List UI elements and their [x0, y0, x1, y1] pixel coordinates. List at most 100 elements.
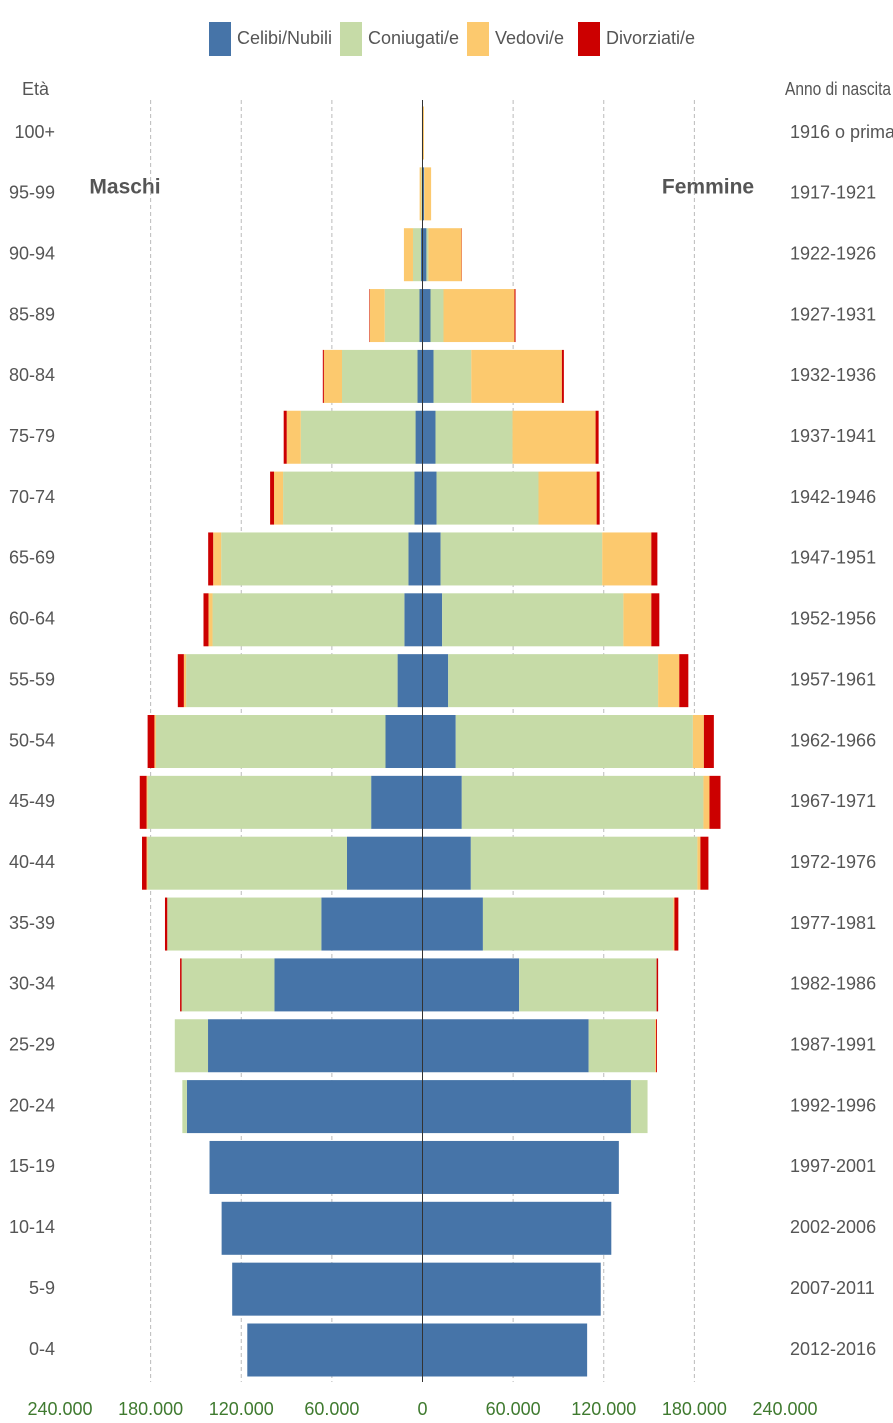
- bar-male: [283, 471, 415, 525]
- bar-female: [422, 532, 441, 586]
- bar-female: [655, 1019, 657, 1073]
- bar-male: [147, 775, 372, 829]
- bar-female: [512, 410, 596, 464]
- bar-male: [212, 593, 405, 647]
- bar-male: [203, 593, 209, 647]
- y-tick-label: 100+: [14, 122, 55, 142]
- bar-female: [426, 228, 429, 282]
- bar-female: [442, 593, 624, 647]
- y2-tick-label: 2002-2006: [790, 1217, 876, 1237]
- bar-female: [422, 1262, 601, 1316]
- bar-male: [403, 228, 413, 282]
- bar-male: [384, 289, 420, 343]
- y-tick-label: 90-94: [9, 243, 55, 263]
- legend-swatch: [467, 22, 489, 56]
- bar-female: [422, 1201, 612, 1255]
- legend-label: Divorziati/e: [606, 28, 695, 48]
- y-tick-label: 75-79: [9, 426, 55, 446]
- y2-tick-label: 1967-1971: [790, 791, 876, 811]
- y2-tick-label: 1977-1981: [790, 913, 876, 933]
- y-tick-label: 80-84: [9, 365, 55, 385]
- bar-male: [186, 1080, 423, 1134]
- bar-male: [283, 410, 287, 464]
- bar-female: [471, 349, 562, 403]
- bar-female: [461, 775, 704, 829]
- bar-female: [709, 775, 721, 829]
- legend-swatch: [209, 22, 231, 56]
- x-tick-label: 180.000: [118, 1399, 183, 1419]
- bar-female: [422, 958, 520, 1012]
- x-tick-label: 120.000: [209, 1399, 274, 1419]
- bar-male: [408, 532, 423, 586]
- y-tick-label: 0-4: [29, 1339, 55, 1359]
- bar-male: [419, 167, 422, 221]
- bar-female: [422, 715, 456, 768]
- y-tick-label: 40-44: [9, 852, 55, 872]
- y2-tick-label: 1982-1986: [790, 974, 876, 994]
- bar-male: [167, 897, 322, 951]
- bar-male: [404, 593, 423, 647]
- bar-male: [146, 775, 148, 829]
- bar-female: [422, 1019, 589, 1073]
- bar-female: [424, 167, 432, 221]
- legend-label: Coniugati/e: [368, 28, 459, 48]
- bar-female: [596, 471, 600, 525]
- bar-female: [470, 836, 698, 890]
- bar-male: [286, 410, 301, 464]
- bar-female: [514, 289, 516, 343]
- bar-male: [419, 289, 423, 343]
- bar-male: [213, 532, 222, 586]
- bar-male: [183, 654, 187, 708]
- bar-female: [692, 715, 704, 768]
- y-tick-label: 65-69: [9, 548, 55, 568]
- bar-female: [422, 289, 431, 343]
- bar-male: [181, 958, 275, 1012]
- y-tick-label: 45-49: [9, 791, 55, 811]
- bar-female: [448, 654, 659, 708]
- y-tick-label: 60-64: [9, 609, 55, 629]
- bar-male: [420, 228, 423, 282]
- bar-female: [519, 958, 657, 1012]
- bar-female: [623, 593, 652, 647]
- bar-male: [385, 715, 423, 768]
- bar-female: [697, 836, 701, 890]
- y2-tick-label: 1947-1951: [790, 548, 876, 568]
- bar-female: [455, 715, 693, 768]
- y2-tick-label: 1972-1976: [790, 852, 876, 872]
- legend-swatch: [578, 22, 600, 56]
- y2-tick-label: 1962-1966: [790, 730, 876, 750]
- bar-female: [422, 897, 483, 951]
- y-tick-label: 55-59: [9, 669, 55, 689]
- y2-tick-label: 1932-1936: [790, 365, 876, 385]
- legend-label: Vedovi/e: [495, 28, 564, 48]
- bar-female: [436, 471, 539, 525]
- x-tick-label: 60.000: [304, 1399, 359, 1419]
- female-label: Femmine: [662, 176, 754, 199]
- bar-male: [221, 532, 409, 586]
- y2-tick-label: 1952-1956: [790, 609, 876, 629]
- bar-female: [656, 958, 659, 1012]
- bar-male: [321, 897, 423, 951]
- y-tick-label: 15-19: [9, 1156, 55, 1176]
- bar-female: [430, 289, 444, 343]
- y-tick-label: 35-39: [9, 913, 55, 933]
- y2-tick-label: 1992-1996: [790, 1095, 876, 1115]
- bar-male: [147, 715, 155, 768]
- bar-female: [602, 532, 652, 586]
- bar-male: [397, 654, 423, 708]
- x-tick-label: 60.000: [486, 1399, 541, 1419]
- bar-male: [174, 1019, 209, 1073]
- bar-female: [422, 1140, 619, 1194]
- bar-female: [656, 1019, 657, 1073]
- bar-male: [208, 593, 213, 647]
- bar-female: [679, 654, 689, 708]
- bar-male: [414, 471, 423, 525]
- bar-female: [482, 897, 674, 951]
- bar-male: [155, 715, 386, 768]
- bar-male: [274, 471, 284, 525]
- bar-male: [186, 654, 398, 708]
- x-tick-label: 180.000: [662, 1399, 727, 1419]
- bar-male: [346, 836, 423, 890]
- bar-female: [422, 167, 425, 221]
